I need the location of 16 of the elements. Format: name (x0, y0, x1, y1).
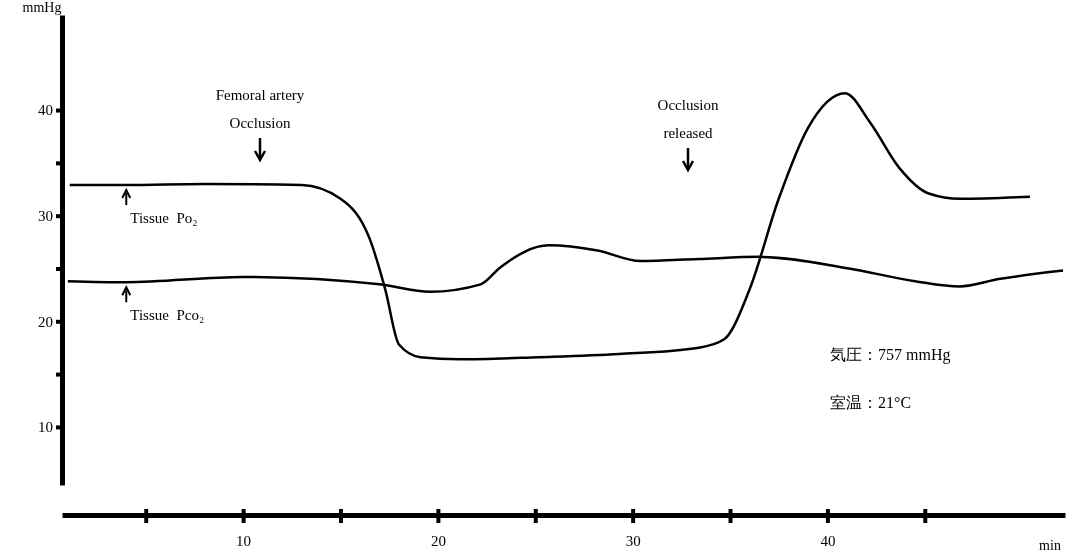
x-tick-label: 40 (820, 532, 836, 549)
legend-label: Tissue Pco₂ (130, 307, 205, 324)
y-tick-label: 40 (38, 102, 53, 119)
y-tick-label: 10 (38, 419, 53, 436)
x-axis-title: min (1039, 538, 1061, 553)
x-tick-label: 10 (236, 532, 252, 549)
y-tick-label: 20 (38, 313, 53, 330)
annotation: 気圧：757 mmHg (830, 346, 951, 364)
annotation: Femoral artery Occlusion (215, 87, 305, 131)
x-tick-label: 20 (430, 532, 446, 549)
y-tick-label: 30 (38, 207, 53, 224)
annotation: 室温：21°C (830, 394, 912, 411)
x-tick-label: 30 (625, 532, 641, 549)
annotation: Occlusion released (657, 97, 719, 141)
y-axis-title: mmHg (22, 0, 62, 15)
legend-label: Tissue Po₂ (130, 210, 198, 227)
